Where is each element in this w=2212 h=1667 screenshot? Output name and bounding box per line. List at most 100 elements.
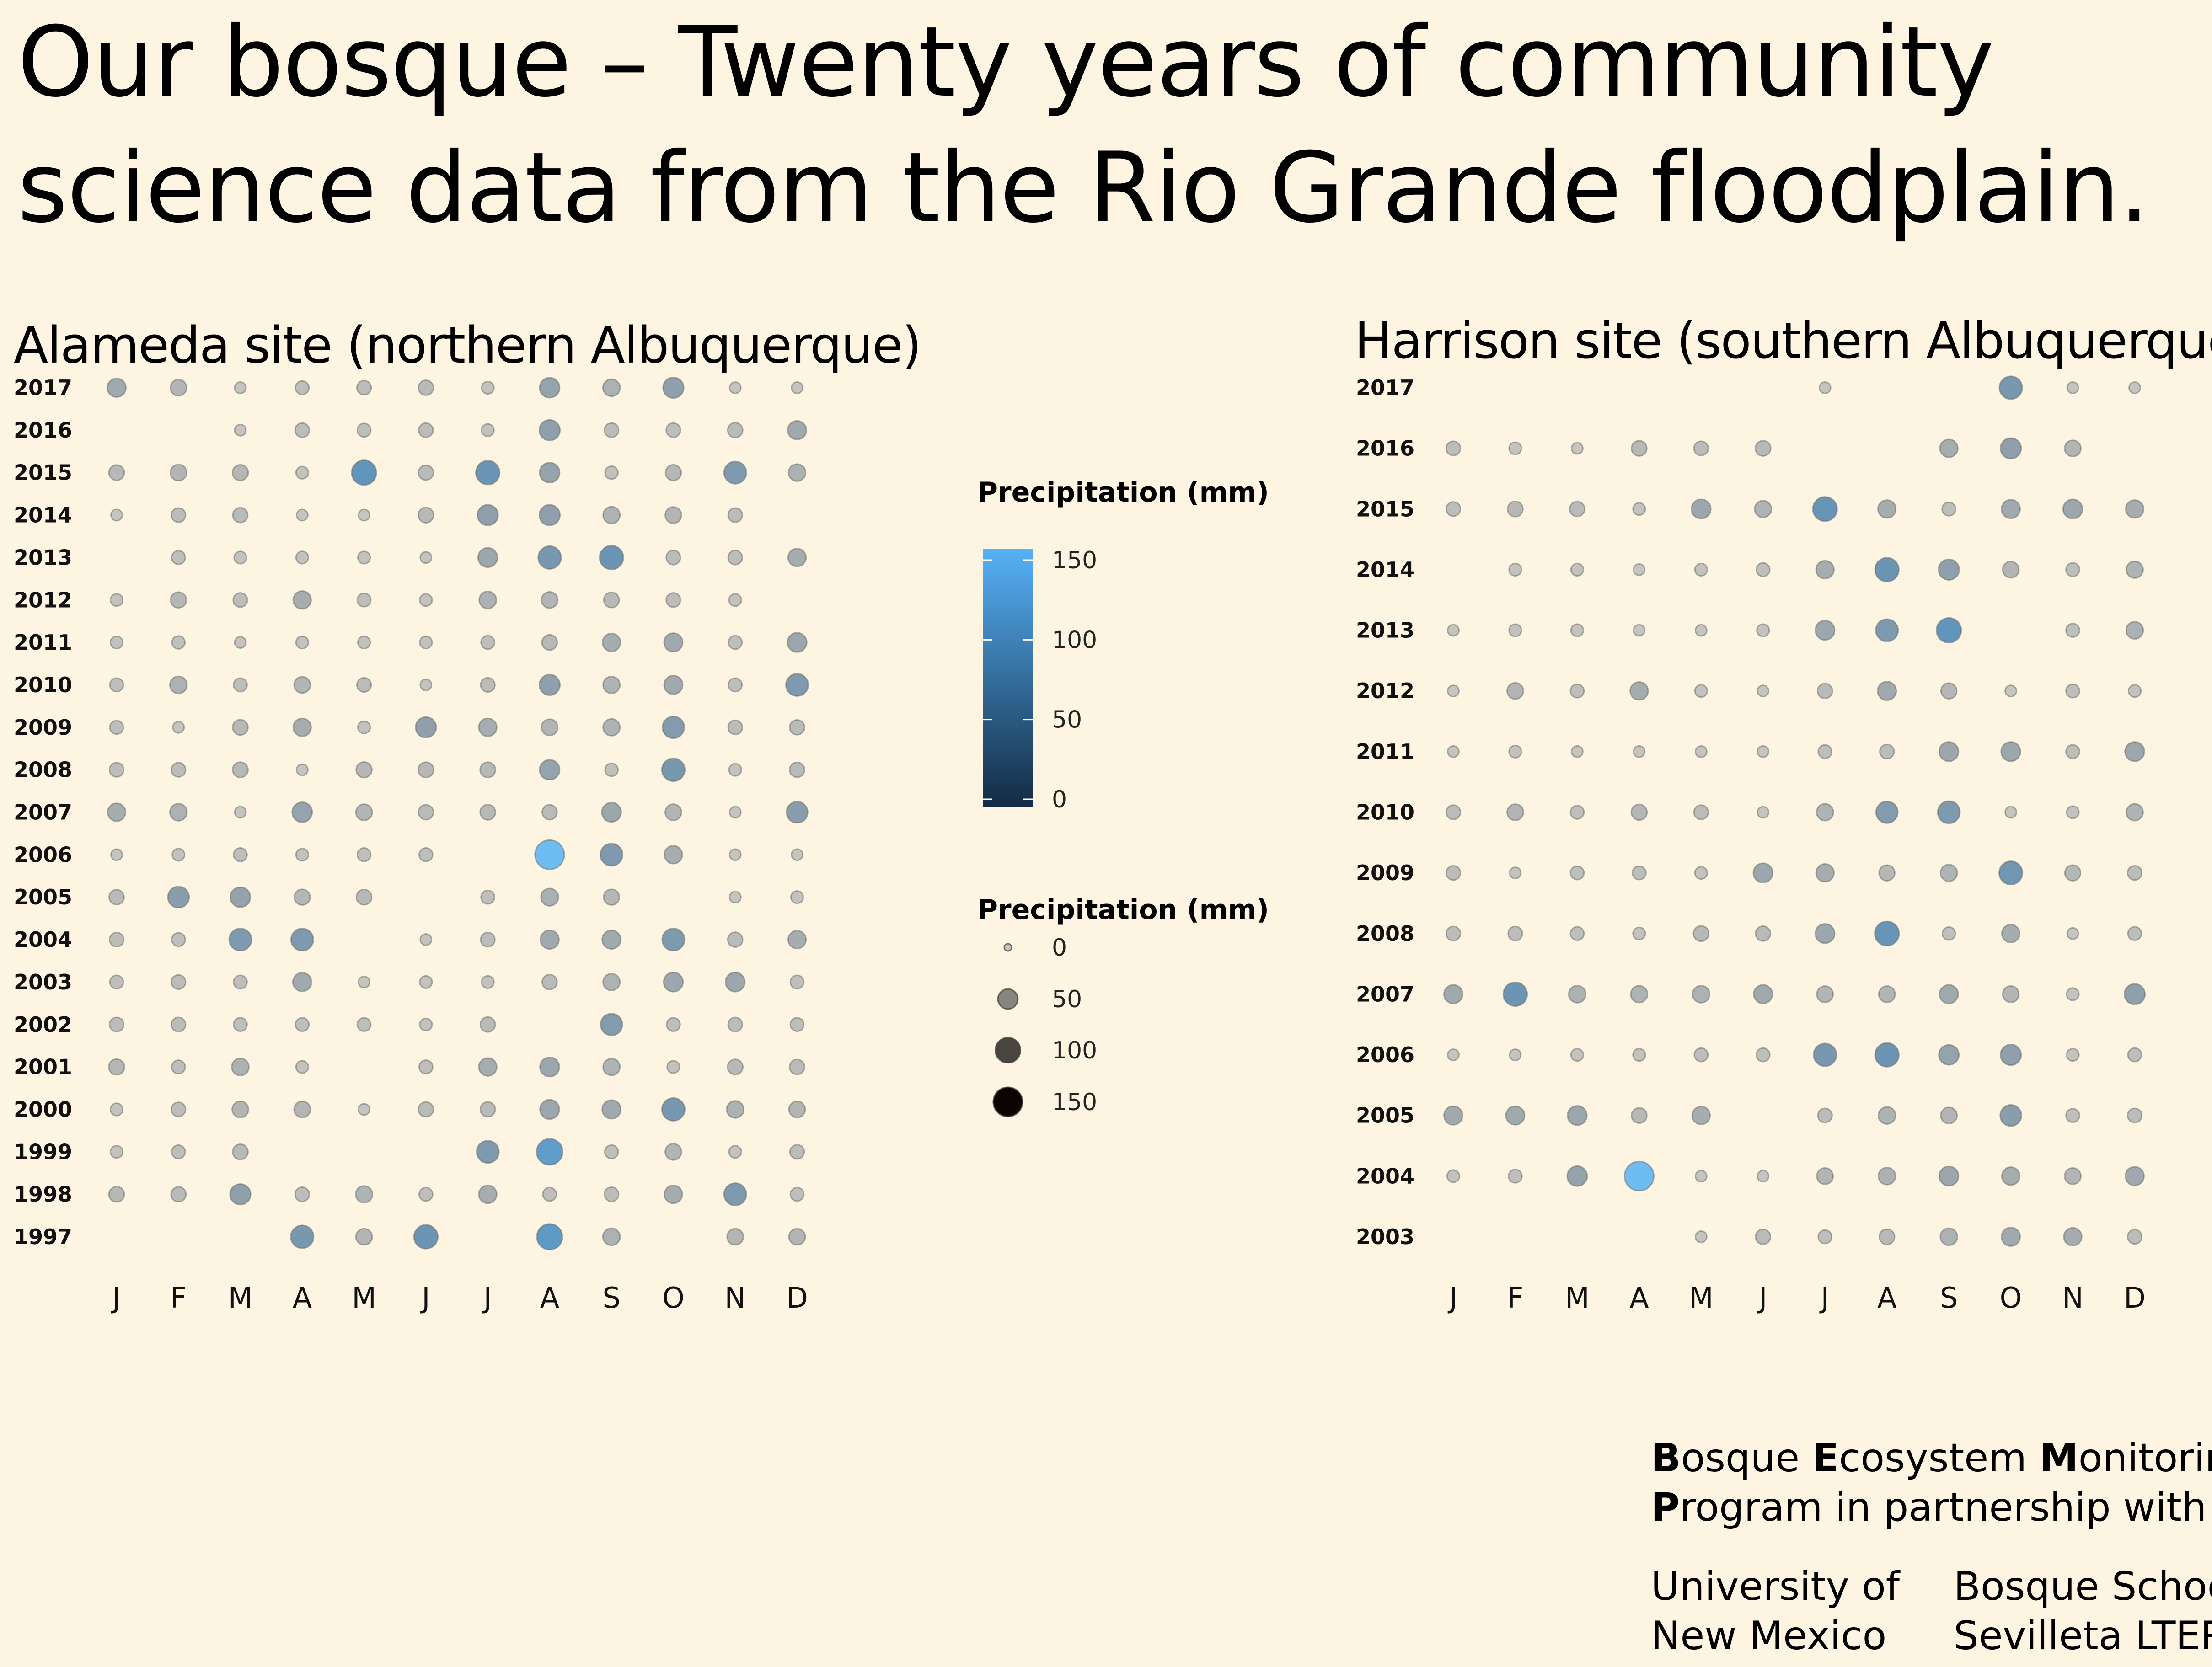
data-point-2003-10 xyxy=(2001,1227,2021,1247)
data-point-2012-3 xyxy=(232,592,248,608)
data-point-2017-12 xyxy=(791,381,803,394)
data-point-2008-3 xyxy=(1569,926,1585,941)
data-point-2011-3 xyxy=(1571,745,1584,758)
data-point-2014-7 xyxy=(1815,560,1835,580)
year-label-2012: 2012 xyxy=(1356,679,1414,703)
data-point-2006-10 xyxy=(2000,1044,2022,1066)
data-point-2011-9 xyxy=(1938,741,1960,762)
data-point-2007-3 xyxy=(1568,985,1587,1004)
data-point-2011-11 xyxy=(728,635,743,650)
color-legend-title: Precipitation (mm) xyxy=(978,476,1269,508)
data-point-2006-11 xyxy=(2066,1048,2080,1062)
data-point-2015-2 xyxy=(169,464,187,481)
data-point-2003-11 xyxy=(2063,1227,2083,1247)
data-point-2007-8 xyxy=(1878,985,1896,1003)
data-point-2005-11 xyxy=(2065,1108,2080,1123)
data-point-2012-7 xyxy=(1816,683,1833,700)
data-point-2004-10 xyxy=(661,928,686,951)
data-point-2014-3 xyxy=(232,507,249,524)
data-point-2011-8 xyxy=(541,634,558,651)
data-point-2017-10 xyxy=(1998,375,2023,400)
month-label-8: A xyxy=(1877,1281,1896,1314)
data-point-2016-9 xyxy=(1939,438,1959,458)
data-point-2009-7 xyxy=(478,717,498,737)
data-point-2012-4 xyxy=(292,590,312,610)
data-point-2005-7 xyxy=(480,889,495,905)
data-point-2001-8 xyxy=(539,1056,560,1078)
data-point-2010-9 xyxy=(602,676,621,694)
data-point-2004-6 xyxy=(1757,1170,1770,1183)
data-point-2014-3 xyxy=(1570,562,1584,577)
data-point-2007-1 xyxy=(1443,984,1463,1004)
data-point-2012-5 xyxy=(1694,684,1708,698)
data-point-2013-6 xyxy=(419,551,433,564)
year-label-2010: 2010 xyxy=(1356,800,1414,825)
data-point-2005-11 xyxy=(728,891,742,904)
data-point-2003-12 xyxy=(789,974,805,990)
data-point-2001-2 xyxy=(171,1059,186,1074)
data-point-2004-10 xyxy=(2001,1166,2021,1186)
credit-bosque-school: Bosque School xyxy=(1954,1564,2212,1609)
data-point-2013-10 xyxy=(665,550,681,566)
data-point-2016-4 xyxy=(1631,440,1648,457)
year-label-1997: 1997 xyxy=(14,1224,72,1249)
credit-unm-line2: New Mexico xyxy=(1651,1613,1887,1659)
data-point-2006-1 xyxy=(1447,1048,1460,1061)
data-point-2003-6 xyxy=(419,975,433,989)
color-legend-label-150: 150 xyxy=(1052,547,1097,574)
data-point-2005-5 xyxy=(1691,1106,1711,1125)
size-legend-label-100: 100 xyxy=(1052,1037,1097,1064)
data-point-2017-7 xyxy=(1818,381,1832,394)
month-label-10: O xyxy=(2000,1281,2022,1314)
data-point-2006-4 xyxy=(1632,1048,1646,1062)
data-point-2005-12 xyxy=(2126,1107,2143,1123)
data-point-2003-9 xyxy=(602,973,621,991)
data-point-2005-8 xyxy=(1877,1106,1896,1125)
year-label-2007: 2007 xyxy=(14,800,72,825)
data-point-2008-7 xyxy=(479,761,496,778)
data-point-2015-10 xyxy=(664,464,682,481)
data-point-2008-7 xyxy=(1815,923,1836,944)
data-point-2006-6 xyxy=(418,847,434,862)
data-point-2012-5 xyxy=(356,592,372,608)
year-label-2006: 2006 xyxy=(14,842,72,867)
year-label-2003: 2003 xyxy=(1356,1224,1414,1249)
data-point-2003-2 xyxy=(171,974,187,990)
month-label-3: M xyxy=(228,1281,253,1314)
data-point-2011-3 xyxy=(234,636,247,649)
data-point-2015-11 xyxy=(2062,498,2083,519)
data-point-2017-9 xyxy=(602,378,621,397)
data-point-2008-9 xyxy=(604,762,619,777)
data-point-2003-8 xyxy=(541,974,558,990)
data-point-2008-4 xyxy=(295,763,309,776)
size-legend: 0 50 100 150 xyxy=(982,922,1097,1127)
data-point-2000-8 xyxy=(539,1099,560,1120)
data-point-2009-4 xyxy=(292,717,312,737)
data-point-2013-7 xyxy=(477,547,498,568)
data-point-2004-3 xyxy=(228,928,252,951)
credit-text-osque: osque xyxy=(1681,1435,1812,1481)
data-point-2007-11 xyxy=(2066,987,2080,1001)
data-point-2010-3 xyxy=(1569,805,1585,820)
data-point-2017-11 xyxy=(728,381,742,394)
credit-partners: Bosque School Sevilleta LTER xyxy=(1954,1562,2212,1661)
data-point-2016-10 xyxy=(665,422,681,438)
data-point-2002-5 xyxy=(356,1017,372,1032)
month-label-4: A xyxy=(1629,1281,1649,1314)
data-point-1999-12 xyxy=(789,1144,805,1160)
data-point-2014-11 xyxy=(727,507,743,523)
data-point-2009-3 xyxy=(1569,865,1585,881)
data-point-2011-12 xyxy=(2124,741,2145,762)
data-point-2017-6 xyxy=(418,379,434,396)
data-point-2011-9 xyxy=(602,633,621,652)
data-point-2009-1 xyxy=(109,720,124,735)
size-legend-key-50 xyxy=(997,988,1019,1010)
data-point-2015-5 xyxy=(1691,498,1712,519)
data-point-2004-7 xyxy=(1816,1167,1834,1185)
data-point-2012-2 xyxy=(170,591,187,609)
data-point-2000-3 xyxy=(231,1101,249,1118)
data-point-2006-8 xyxy=(1874,1042,1900,1068)
title-line-2: science data from the Rio Grande floodpl… xyxy=(17,131,2150,244)
data-point-2012-9 xyxy=(1940,682,1958,700)
size-legend-label-0: 0 xyxy=(1052,934,1067,962)
